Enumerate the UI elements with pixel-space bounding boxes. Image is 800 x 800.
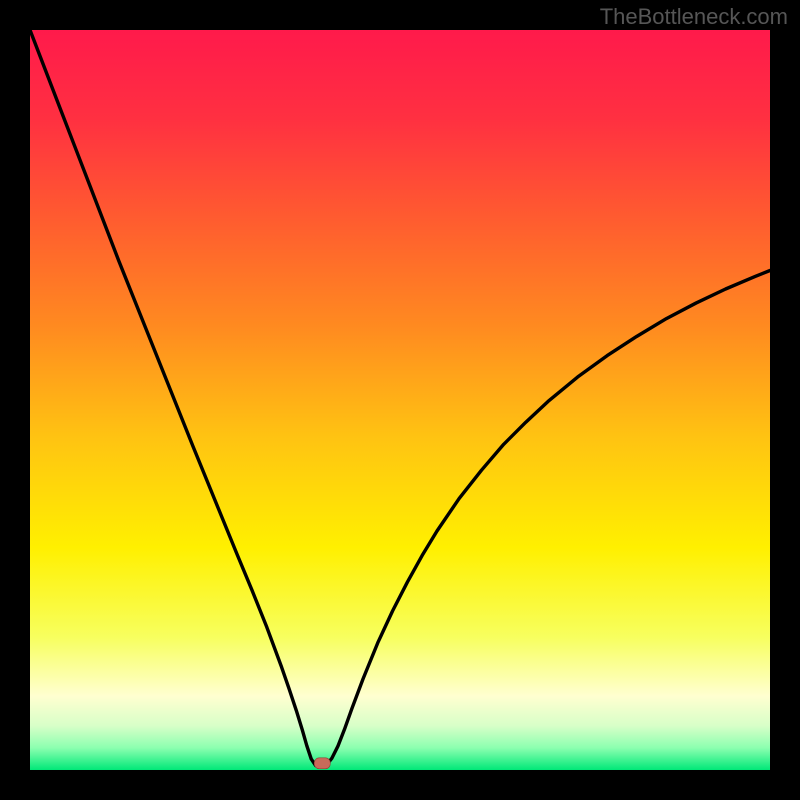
chart-background-gradient (30, 30, 770, 770)
optimal-point-marker (314, 758, 330, 769)
chart-svg (0, 0, 800, 800)
bottleneck-chart: TheBottleneck.com (0, 0, 800, 800)
